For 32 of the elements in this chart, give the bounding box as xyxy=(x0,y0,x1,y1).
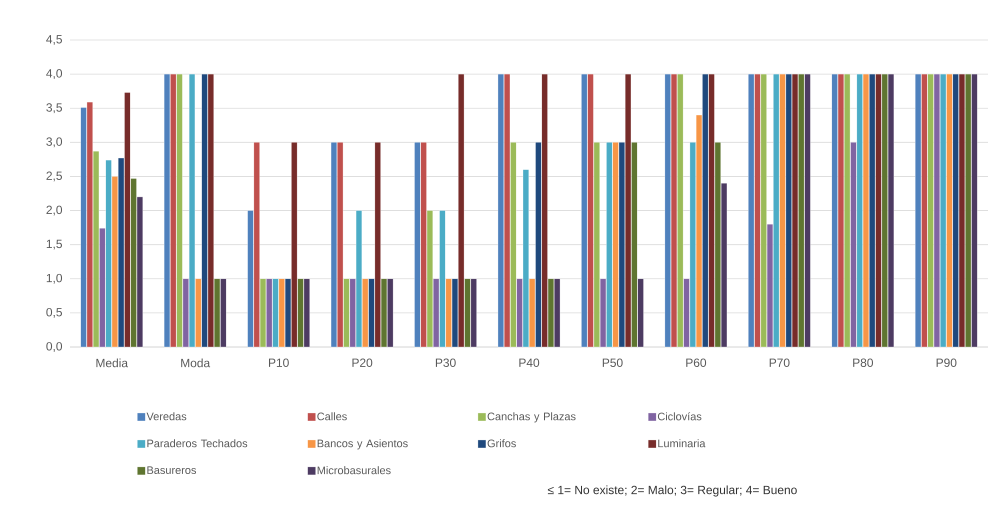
legend-label: Bancos y Asientos xyxy=(318,439,408,450)
y-tick-label: 2,0 xyxy=(46,206,62,216)
y-tick-label: 3,0 xyxy=(46,137,62,148)
x-tick-label: P20 xyxy=(352,358,372,367)
legend-label: Grifos xyxy=(488,439,516,448)
x-tick-label: P30 xyxy=(436,358,456,367)
x-tick-label: Moda xyxy=(181,358,210,368)
legend-label: Calles xyxy=(317,412,347,420)
x-tick-label: P10 xyxy=(268,358,289,367)
legend-label: Basureros xyxy=(147,466,196,474)
y-tick-label: 4,0 xyxy=(46,69,62,80)
legend-label: Canchas y Plazas xyxy=(488,412,576,422)
y-tick-label: 0,0 xyxy=(46,342,62,352)
y-tick-label: 3,5 xyxy=(46,103,62,114)
text: ≤ 1= No existe; 2= Malo; 3= Regular; 4= Bueno xyxy=(548,485,797,497)
y-tick-label: 4,5 xyxy=(46,35,62,45)
x-tick-label: P90 xyxy=(936,358,956,367)
legend-label: Paraderos Techados xyxy=(147,439,248,448)
y-tick-label: 1,0 xyxy=(46,274,62,284)
x-tick-label: P70 xyxy=(770,358,790,367)
legend-label: Microbasurales xyxy=(318,466,391,474)
x-tick-label: P50 xyxy=(602,358,623,367)
legend-label: Veredas xyxy=(146,412,186,420)
y-tick-label: 2,5 xyxy=(46,172,62,182)
x-tick-label: P60 xyxy=(686,358,706,367)
y-tick-label: 1,5 xyxy=(46,240,62,250)
y-tick-label: 0,5 xyxy=(46,308,62,318)
x-tick-label: Media xyxy=(96,358,128,368)
legend-label: Ciclovías xyxy=(658,412,702,420)
legend-label: Luminaria xyxy=(658,439,706,448)
x-tick-label: P40 xyxy=(519,358,540,367)
x-tick-label: P80 xyxy=(853,358,873,367)
